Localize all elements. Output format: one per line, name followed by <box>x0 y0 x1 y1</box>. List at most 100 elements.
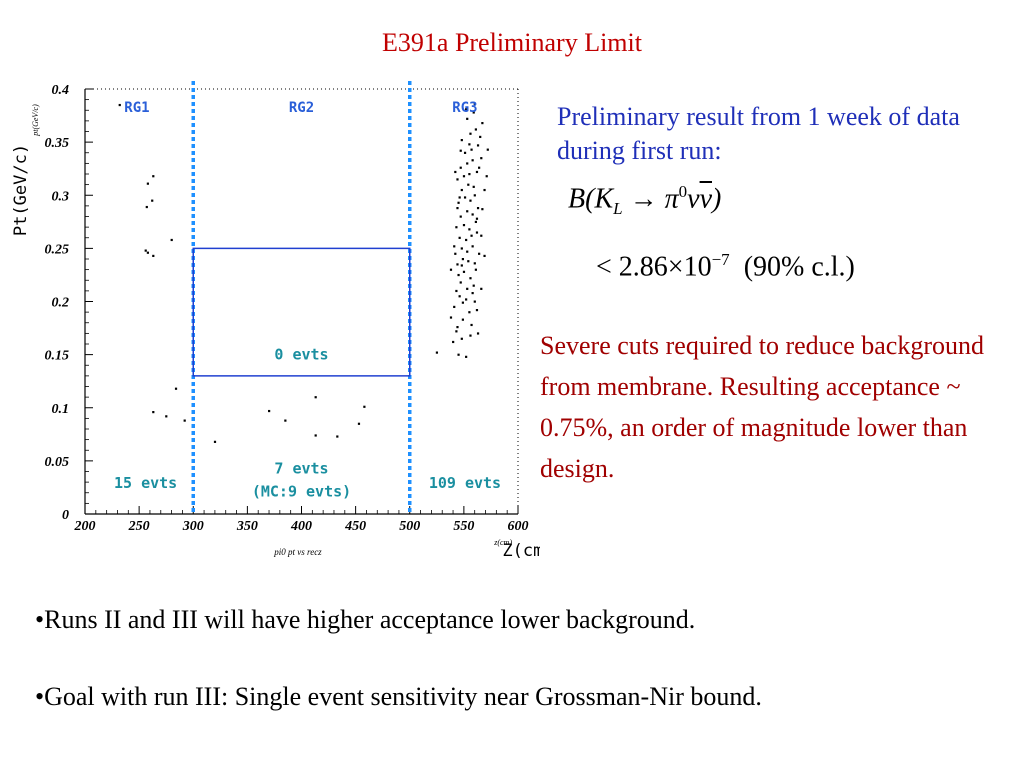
y-tick-label: 0.25 <box>45 242 70 257</box>
data-point <box>474 220 477 224</box>
data-point <box>152 254 155 258</box>
data-point <box>480 157 483 160</box>
y-axis-label-small: pt(GeV/c) <box>31 104 40 137</box>
data-point <box>471 292 474 295</box>
x-tick-label: 300 <box>182 519 204 534</box>
data-point <box>453 245 456 248</box>
formula-pi-sup: 0 <box>678 182 688 201</box>
data-point <box>435 351 439 354</box>
data-point <box>183 419 186 422</box>
data-point <box>146 182 149 185</box>
data-point <box>480 234 483 237</box>
bullet-goal: •Goal with run III: Single event sensiti… <box>35 682 762 711</box>
data-point <box>485 175 488 178</box>
signal-box <box>192 247 411 377</box>
data-point <box>479 135 482 139</box>
plot-frame <box>84 88 519 515</box>
data-point <box>465 355 468 358</box>
cuts-text: Severe cuts required to reduce backgroun… <box>540 331 984 483</box>
data-point <box>470 234 473 237</box>
data-point <box>462 224 466 227</box>
scatter-plot: 0 0.05 0.1 0.15 0.2 0.25 0.3 0.35 0.4 200 250 300 35… <box>11 81 540 561</box>
data-point <box>474 268 477 271</box>
data-point <box>456 178 459 181</box>
data-point <box>472 111 475 114</box>
data-point <box>151 199 154 202</box>
data-points <box>118 102 489 443</box>
data-point <box>463 196 467 199</box>
data-point <box>476 332 480 335</box>
data-point <box>455 289 458 293</box>
data-point <box>459 166 462 169</box>
data-point <box>476 207 480 210</box>
data-point <box>458 295 461 298</box>
data-point <box>486 148 489 151</box>
data-point <box>473 262 476 265</box>
y-tick-label: 0.05 <box>45 455 70 470</box>
data-point <box>460 264 463 267</box>
formula-arrow: → <box>622 183 665 215</box>
data-point <box>461 318 464 321</box>
data-point <box>481 208 484 211</box>
data-point <box>457 273 460 277</box>
data-point <box>460 337 463 340</box>
data-point <box>471 245 474 248</box>
event-count-label: (MC:9 evts) <box>252 483 351 501</box>
data-point <box>471 159 474 162</box>
data-point <box>456 207 459 210</box>
event-count-label: 7 evts <box>274 459 328 477</box>
data-point <box>483 188 486 192</box>
y-tick-label: 0.35 <box>45 136 70 151</box>
x-tick-label: 550 <box>453 519 474 534</box>
data-point <box>454 170 457 174</box>
data-point <box>459 215 462 218</box>
data-point <box>467 183 470 186</box>
data-point <box>470 148 473 151</box>
formula-nubar: ν <box>699 183 712 215</box>
data-point <box>460 139 463 142</box>
bullet-runs: •Runs II and III will have higher accept… <box>35 605 696 634</box>
data-point <box>268 409 271 413</box>
data-point <box>461 258 464 261</box>
data-point <box>481 122 484 125</box>
formula-nu: ν <box>687 183 700 215</box>
data-point <box>146 251 149 254</box>
formula-k: K <box>594 183 614 215</box>
data-point <box>314 434 317 437</box>
data-point <box>474 128 477 131</box>
data-point <box>475 217 479 220</box>
data-point <box>118 103 121 107</box>
branching-ratio-formula: B(KL → π0νν) <box>568 182 721 219</box>
data-point <box>459 281 462 284</box>
y-tick-label: 0.4 <box>52 83 70 98</box>
data-point <box>145 205 148 209</box>
data-point <box>473 300 476 303</box>
data-point <box>463 151 467 154</box>
data-point <box>469 199 472 202</box>
data-point <box>478 166 481 169</box>
data-point <box>469 132 472 135</box>
data-point <box>468 173 471 176</box>
y-tick-label: 0.3 <box>52 189 70 204</box>
data-point <box>363 405 366 408</box>
event-count-label: 109 evts <box>429 474 501 492</box>
formula-pi: π <box>664 183 679 215</box>
x-axis-label-small: z(cm) <box>493 538 512 547</box>
result-text: Preliminary result from 1 week of data d… <box>557 102 960 165</box>
data-point <box>472 185 475 188</box>
limit-lt: < 2.86×10 <box>596 251 712 283</box>
data-point <box>468 228 471 231</box>
y-tick-label: 0.15 <box>45 349 70 364</box>
data-point <box>170 238 173 242</box>
limit-cl: (90% c.l.) <box>729 251 855 283</box>
formula-open: ( <box>585 183 595 215</box>
data-point <box>478 252 481 255</box>
data-point <box>456 326 459 329</box>
x-tick-label: 250 <box>128 519 150 534</box>
data-point <box>165 415 168 418</box>
data-point <box>465 298 468 301</box>
data-point <box>469 334 472 337</box>
y-tick-label: 0.2 <box>52 296 70 311</box>
data-point <box>466 117 469 120</box>
data-point <box>449 316 453 319</box>
